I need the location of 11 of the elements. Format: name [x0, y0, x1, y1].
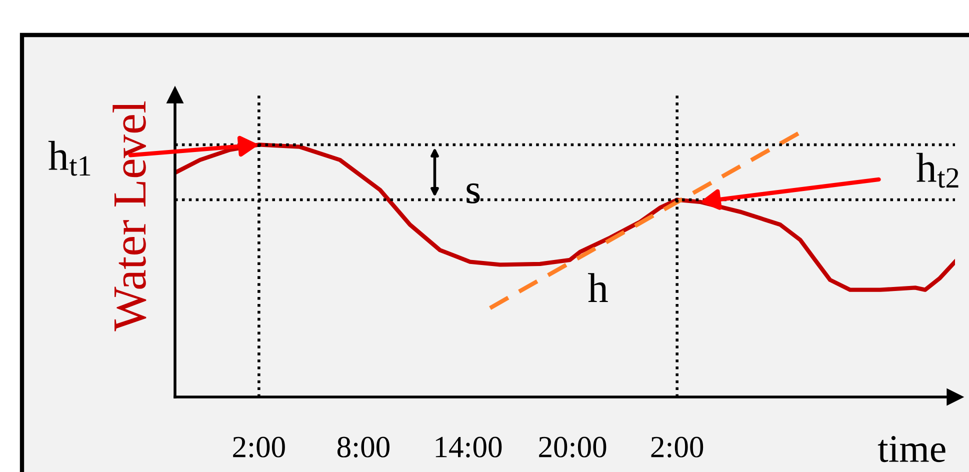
- annotation: h$_{t1}$: [48, 140, 90, 176]
- x-tick-label: 14:00: [436, 436, 502, 458]
- x-tick-label: 2:00: [233, 436, 285, 458]
- x-tick-label: 8:00: [337, 436, 390, 458]
- annotation: h: [588, 273, 608, 302]
- y-axis-title: Water Level: [112, 101, 146, 332]
- x-tick-label: 2:00: [651, 436, 704, 458]
- x-axis-title: time: [878, 436, 946, 462]
- x-tick-label: 20:00: [539, 436, 606, 458]
- annotation: h$_{t2}$: [916, 152, 958, 188]
- annotation: s: [466, 183, 480, 204]
